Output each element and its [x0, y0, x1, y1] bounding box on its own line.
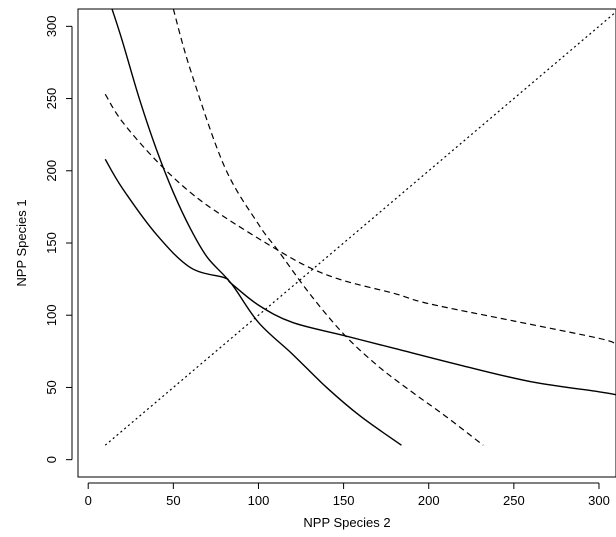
plot-frame — [77, 8, 616, 478]
x-tick-label: 100 — [248, 493, 270, 508]
x-tick-label: 250 — [503, 493, 525, 508]
series-line-5-dotted — [104, 11, 616, 446]
x-axis: 0 50 100 150 200 250 300 — [85, 482, 610, 508]
y-tick-label: 100 — [44, 304, 59, 326]
x-axis-title: NPP Species 2 — [303, 515, 390, 530]
series-line-4-dashed — [172, 9, 484, 446]
series-line-1-solid — [104, 158, 616, 396]
series-layer — [104, 9, 616, 446]
series-line-2-solid — [111, 9, 402, 446]
y-tick-label: 300 — [44, 15, 59, 37]
x-tick-label: 300 — [588, 493, 610, 508]
x-tick-label: 0 — [85, 493, 92, 508]
x-tick-label: 150 — [333, 493, 355, 508]
series-line-3-dashed — [104, 93, 616, 345]
x-tick-label: 200 — [418, 493, 440, 508]
y-tick-label: 0 — [44, 456, 59, 463]
y-tick-label: 50 — [44, 380, 59, 394]
y-axis: 0 50 100 150 200 250 300 — [44, 15, 73, 463]
y-tick-label: 200 — [44, 160, 59, 182]
y-tick-label: 250 — [44, 88, 59, 110]
y-axis-title: NPP Species 1 — [14, 199, 29, 286]
x-tick-label: 50 — [166, 493, 180, 508]
y-tick-label: 150 — [44, 232, 59, 254]
